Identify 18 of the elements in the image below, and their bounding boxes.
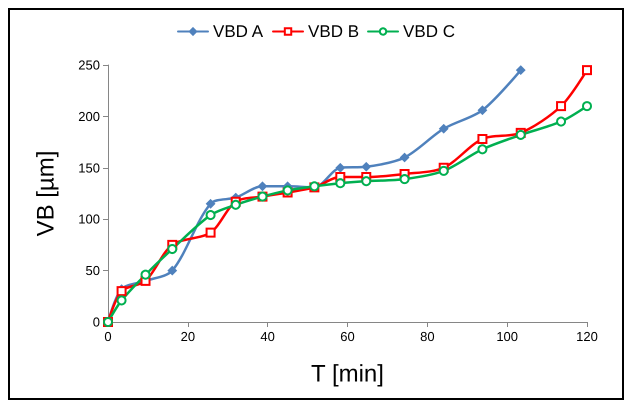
x-tick-label: 100 — [496, 329, 518, 344]
legend-label: VBD A — [213, 22, 264, 41]
legend-label: VBD C — [403, 22, 456, 41]
y-axis-title: VB [µm] — [32, 150, 60, 236]
y-tick-label: 0 — [92, 314, 100, 330]
y-tick-label: 50 — [86, 263, 100, 278]
y-tick-label: 200 — [78, 108, 100, 124]
y-tick-label: 250 — [78, 58, 100, 72]
legend-label: VBD B — [308, 22, 360, 41]
x-tick-label: 120 — [576, 329, 598, 344]
x-tick-label: 20 — [180, 329, 196, 344]
x-tick-label: 60 — [340, 329, 355, 344]
y-tick-label: 100 — [78, 212, 100, 227]
y-tick-label: 150 — [78, 160, 100, 176]
x-tick-label: 80 — [420, 329, 435, 344]
x-axis-title: T [min] — [311, 360, 384, 388]
x-tick-label: 0 — [104, 329, 112, 344]
x-tick-label: 40 — [260, 329, 275, 344]
